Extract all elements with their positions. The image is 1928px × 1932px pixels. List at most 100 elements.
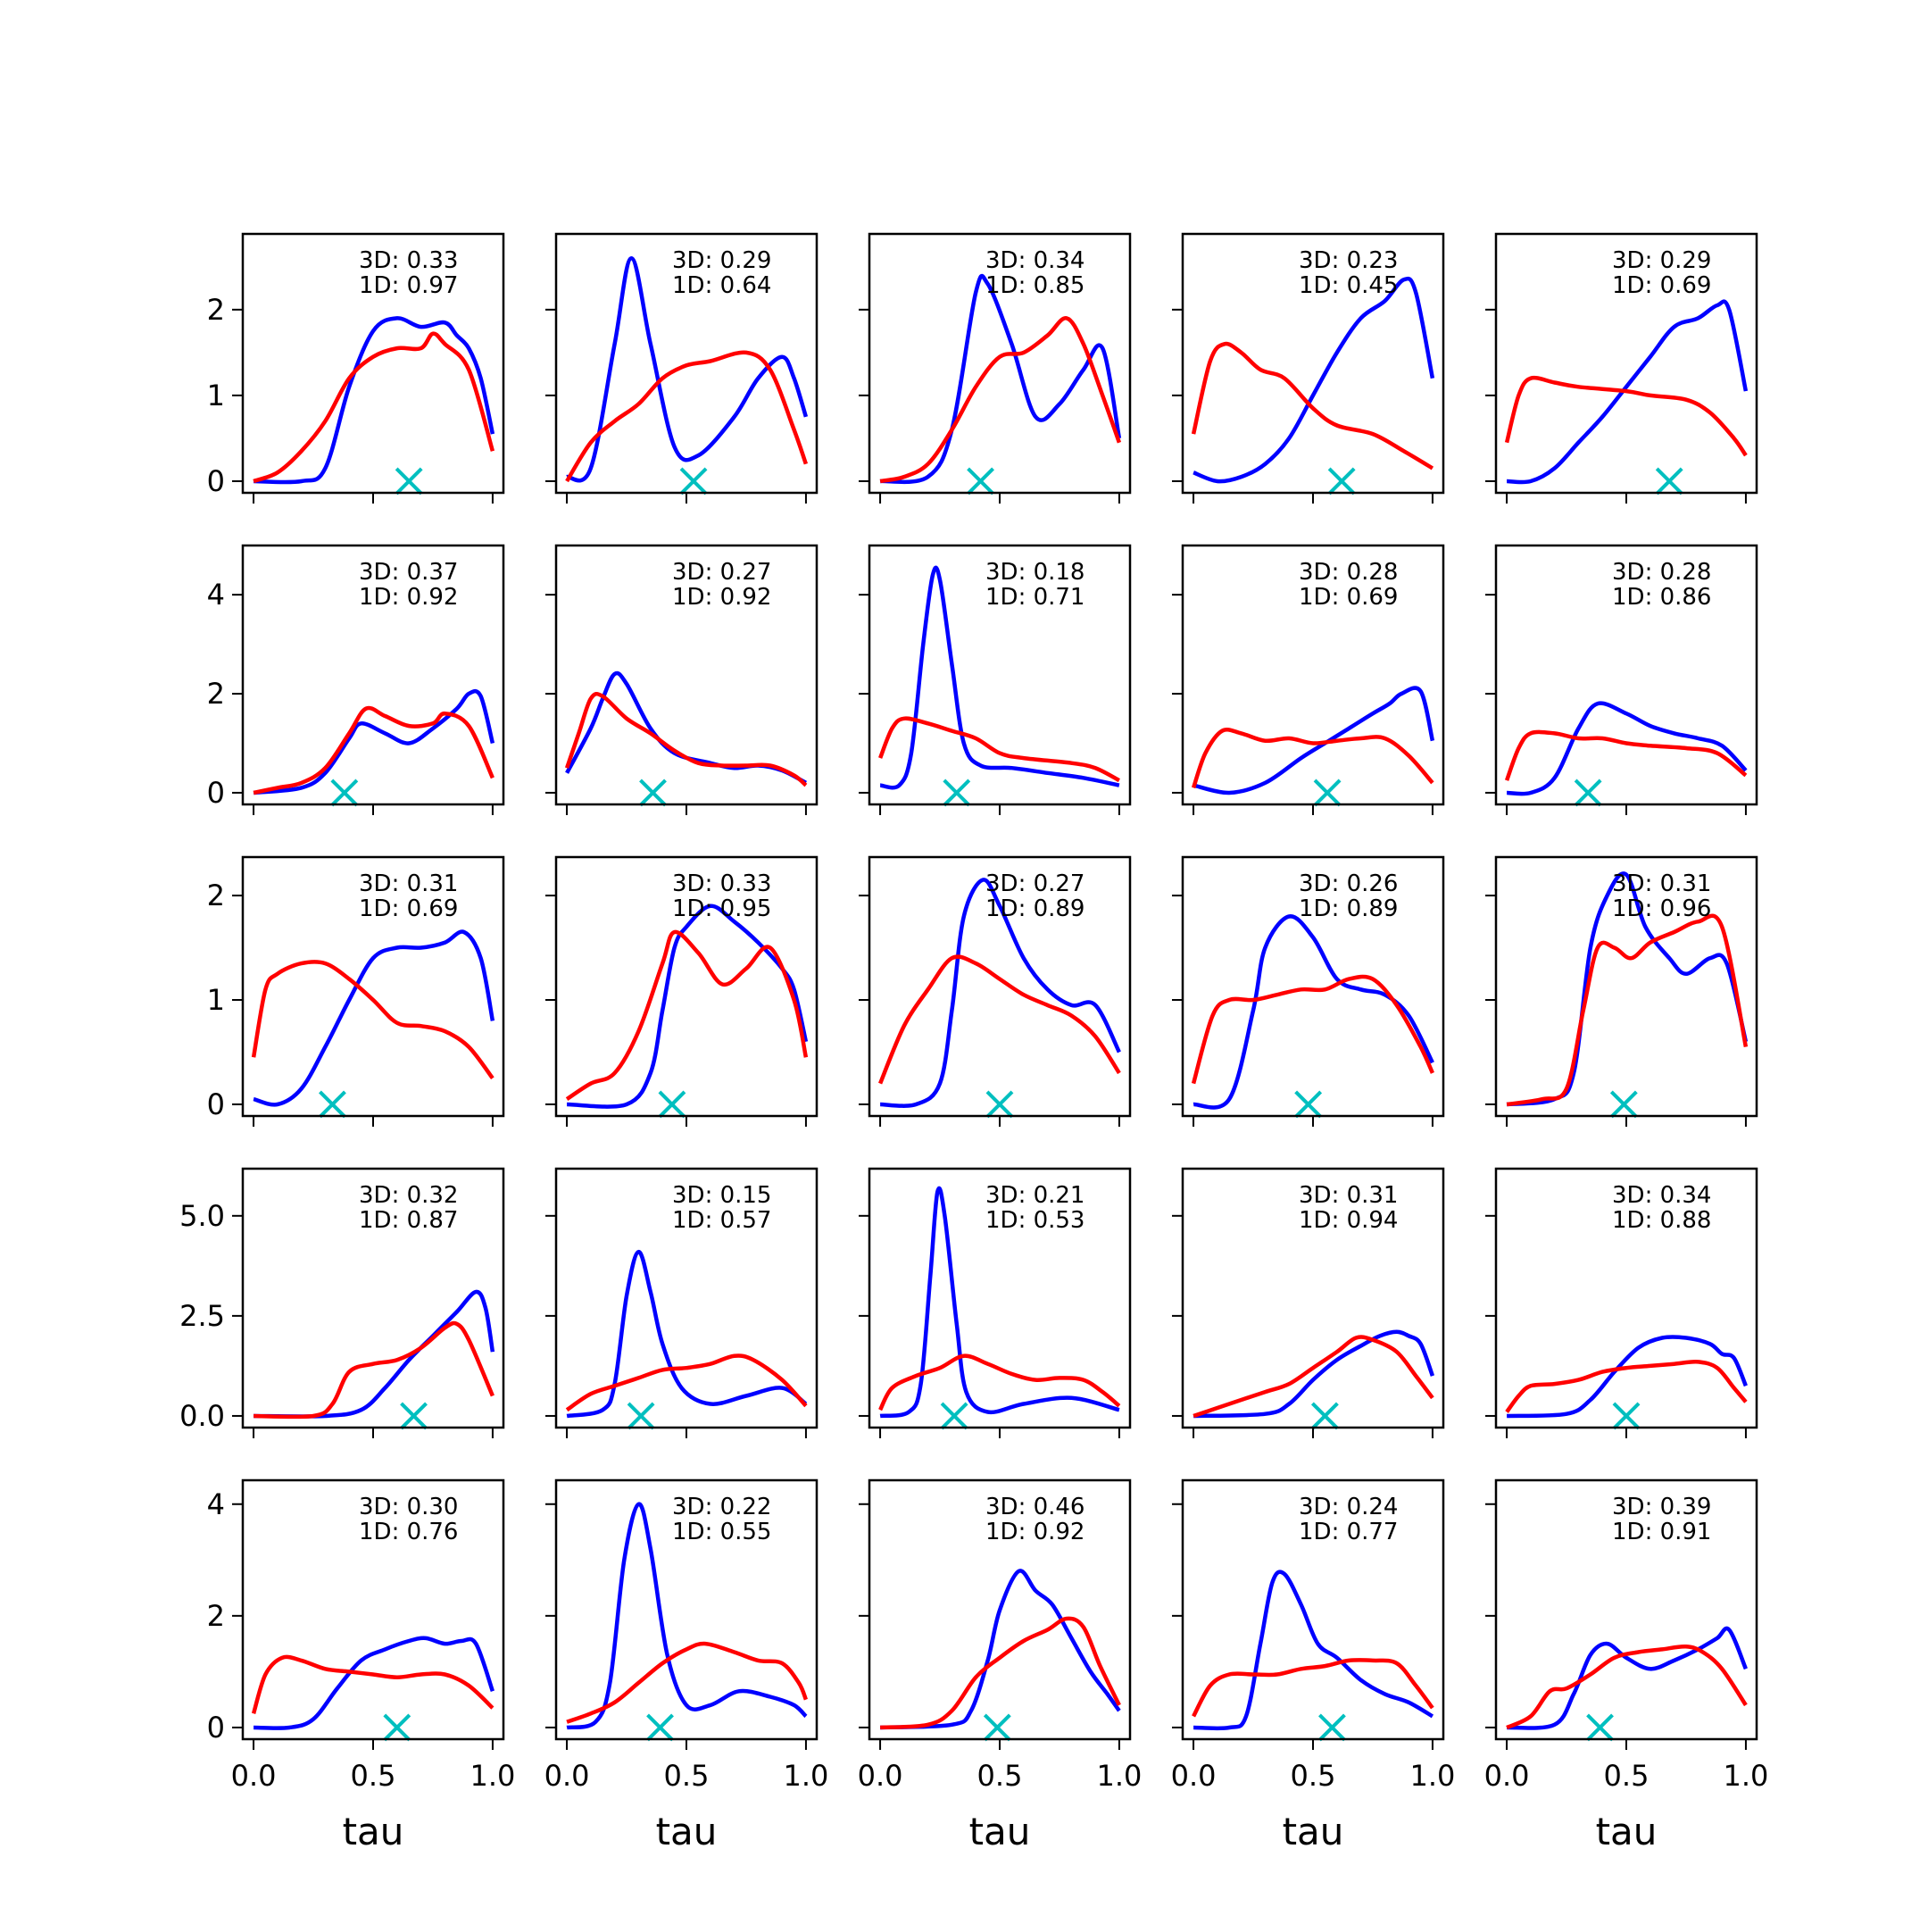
truth-marker-stroke	[1310, 1402, 1339, 1430]
x-axis-label: tau	[343, 1810, 404, 1853]
series-3d-line	[253, 688, 495, 795]
truth-marker	[1655, 467, 1683, 495]
panel-curves	[251, 1636, 495, 1730]
x-tick-label: 0.5	[351, 1759, 396, 1793]
panel-curves	[565, 904, 809, 1109]
series-1d-line	[566, 1641, 809, 1724]
truth-marker-stroke	[985, 1090, 1014, 1119]
truth-marker-stroke	[1318, 1713, 1346, 1742]
truth-marker-stroke	[330, 779, 359, 807]
series-3d-line	[566, 255, 809, 483]
panel-curves	[253, 1289, 495, 1420]
x-tick-label: 1.0	[470, 1759, 515, 1793]
annotation-1d: 1D: 0.69	[1299, 584, 1398, 611]
panel-curves	[879, 1569, 1121, 1730]
annotation-3d: 3D: 0.21	[985, 1182, 1084, 1209]
x-axis-label: tau	[656, 1810, 718, 1853]
truth-marker	[983, 1713, 1011, 1742]
annotation-1d: 1D: 0.97	[359, 272, 458, 299]
annotation-1d: 1D: 0.89	[985, 895, 1084, 922]
truth-marker-stroke	[319, 1090, 346, 1119]
panel-curves	[1191, 914, 1434, 1110]
y-tick-label: 0	[207, 1711, 225, 1745]
annotation-1d: 1D: 0.85	[985, 272, 1084, 299]
truth-marker	[639, 779, 667, 807]
annotation-1d: 1D: 0.71	[985, 584, 1084, 611]
truth-marker-stroke	[940, 1402, 968, 1430]
truth-marker	[1294, 1090, 1323, 1119]
truth-marker-stroke	[1294, 1090, 1323, 1119]
annotation-1d: 1D: 0.87	[359, 1207, 458, 1234]
panel-curves	[879, 273, 1122, 485]
series-1d-line	[1191, 727, 1434, 789]
annotation-1d: 1D: 0.91	[1612, 1519, 1711, 1545]
x-axis-label: tau	[969, 1810, 1031, 1853]
annotation-3d: 3D: 0.23	[1299, 247, 1398, 274]
annotation-3d: 3D: 0.18	[985, 559, 1084, 586]
annotation-3d: 3D: 0.32	[359, 1182, 458, 1209]
truth-marker-stroke	[1609, 1090, 1638, 1119]
x-tick-label: 0.5	[1291, 1759, 1336, 1793]
panel-curves	[1504, 701, 1748, 796]
truth-marker-stroke	[639, 779, 667, 807]
annotation-1d: 1D: 0.88	[1612, 1207, 1711, 1234]
series-1d-line	[564, 691, 808, 787]
truth-marker	[383, 1713, 411, 1742]
y-tick-label: 2	[207, 677, 225, 711]
annotation-1d: 1D: 0.53	[985, 1207, 1084, 1234]
truth-marker-stroke	[1574, 779, 1602, 807]
truth-marker	[985, 1090, 1014, 1119]
x-axis-label: tau	[1596, 1810, 1658, 1853]
series-1d-line	[1506, 913, 1749, 1107]
y-tick-label: 5.0	[179, 1199, 225, 1233]
annotation-3d: 3D: 0.31	[1299, 1182, 1398, 1209]
panel-curves	[251, 929, 495, 1107]
truth-marker	[319, 1090, 346, 1119]
series-1d-line	[565, 929, 809, 1101]
series-3d-line	[1506, 701, 1748, 796]
annotation-1d: 1D: 0.76	[359, 1519, 458, 1545]
panel-curves	[1191, 686, 1435, 795]
panel-curves	[565, 255, 809, 483]
x-tick-label: 1.0	[1409, 1759, 1455, 1793]
truth-marker	[1609, 1090, 1638, 1119]
truth-marker	[1327, 467, 1356, 495]
truth-marker	[400, 1402, 428, 1430]
series-3d-line	[880, 878, 1121, 1108]
x-tick-label: 0.0	[544, 1759, 590, 1793]
truth-marker-stroke	[627, 1402, 655, 1430]
panel-curves	[1506, 871, 1749, 1107]
truth-marker-stroke	[983, 1713, 1011, 1742]
annotation-3d: 3D: 0.27	[672, 559, 771, 586]
truth-marker	[627, 1402, 655, 1430]
panel-curves	[1191, 276, 1435, 484]
truth-marker-stroke	[1327, 467, 1356, 495]
series-1d-line	[878, 954, 1121, 1085]
annotation-3d: 3D: 0.31	[1612, 870, 1711, 897]
series-1d-line	[878, 716, 1120, 783]
panel-curves	[1505, 1335, 1748, 1419]
annotation-1d: 1D: 0.45	[1299, 272, 1398, 299]
truth-marker	[679, 467, 708, 495]
series-1d-line	[251, 1654, 494, 1714]
series-3d-line	[253, 1636, 495, 1730]
series-3d-line	[1506, 1626, 1748, 1730]
truth-marker	[1612, 1402, 1641, 1430]
annotation-3d: 3D: 0.37	[359, 559, 458, 586]
panel-curves	[253, 316, 495, 485]
y-tick-label: 2	[207, 293, 225, 327]
series-1d-line	[1505, 1360, 1748, 1413]
truth-marker	[1313, 779, 1342, 807]
truth-marker	[967, 467, 994, 495]
